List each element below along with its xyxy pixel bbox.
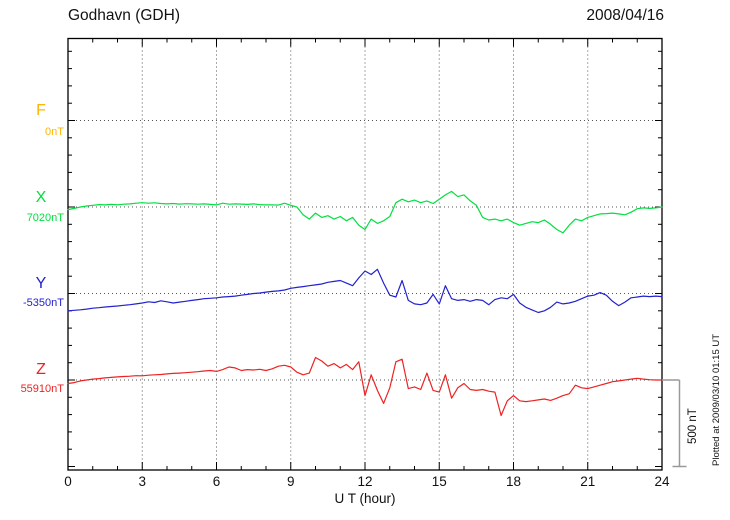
x-axis-label: U T (hour) [334,491,396,506]
scale-bar-label: 500 nT [687,408,699,444]
x-axis-tick-label: 3 [138,474,146,489]
channel-letter-Z: Z [36,361,46,378]
channel-letter-Y: Y [35,275,47,292]
channel-baseline-Y: -5350nT [23,297,64,309]
channel-baseline-F: 0nT [45,126,64,138]
channel-letter-X: X [35,189,47,206]
trace-X [67,190,663,234]
x-axis-tick-label: 24 [654,474,670,489]
x-axis-tick-label: 15 [431,474,447,489]
x-axis-tick-label: 21 [580,474,596,489]
x-axis-tick-label: 18 [505,474,522,489]
station-title: Godhavn (GDH) [68,7,180,24]
trace-Y [67,268,663,314]
x-axis-tick-label: 0 [64,474,72,489]
trace-Z [67,356,663,417]
channel-baseline-Z: 55910nT [20,383,64,395]
x-axis-tick-label: 12 [357,474,373,489]
channel-letter-F: F [36,102,46,119]
plot-date: 2008/04/16 [586,7,664,24]
plotted-at-text: Plotted at 2009/03/10 01:15 UT [711,333,722,466]
x-axis-tick-label: 9 [286,474,295,489]
channel-baseline-X: 7020nT [26,212,64,224]
x-axis-tick-label: 6 [212,474,221,489]
